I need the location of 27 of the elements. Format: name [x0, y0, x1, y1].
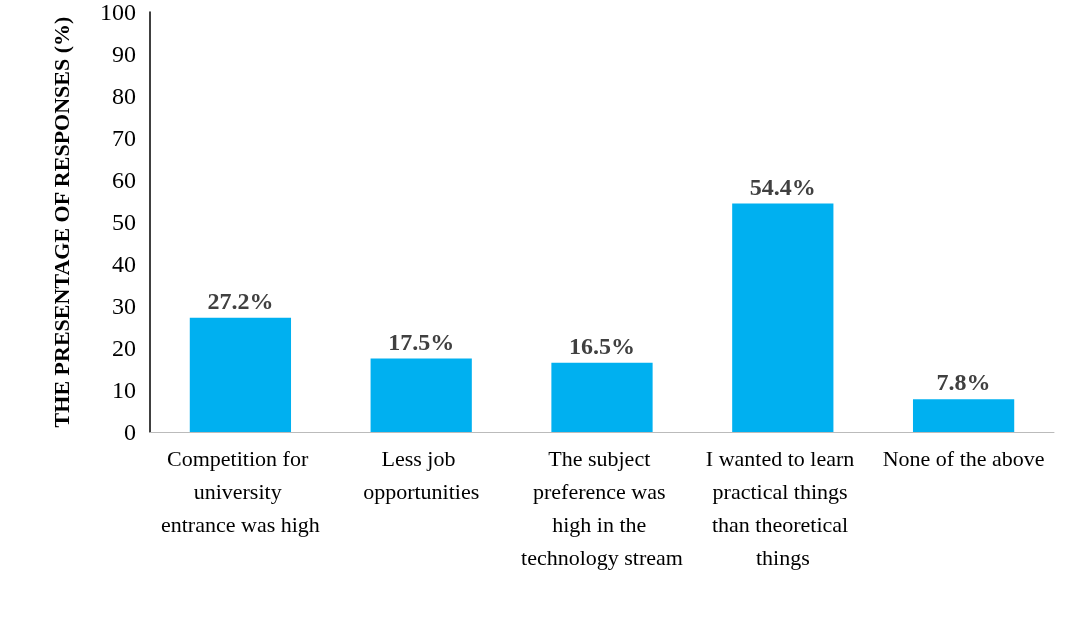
data-label: 7.8%	[936, 369, 991, 396]
y-tick-label: 100	[100, 0, 136, 25]
y-tick-label: 50	[112, 209, 136, 235]
y-tick-label: 30	[112, 293, 136, 319]
data-label: 27.2%	[207, 287, 274, 314]
y-tick-label: 90	[112, 41, 136, 67]
bar	[912, 399, 1015, 432]
y-axis-title: THE PRESENTAGE OF RESPONSES (%)	[48, 16, 74, 428]
x-tick-label: I wanted to learn practical things than theoretical things	[705, 446, 860, 570]
y-tick-label: 20	[112, 335, 136, 361]
data-label: 17.5%	[388, 328, 455, 355]
data-label: 16.5%	[569, 332, 635, 359]
y-tick-label: 10	[112, 377, 136, 403]
y-tick-label: 70	[112, 125, 136, 151]
bar	[551, 362, 653, 432]
bar	[370, 358, 472, 432]
bar	[189, 317, 292, 432]
x-tick-label: None of the above	[882, 446, 1045, 471]
data-label: 54.4%	[749, 173, 816, 200]
x-tick-label: Competition for university entrance was high	[160, 446, 320, 537]
y-tick-label: 0	[124, 419, 136, 445]
bar	[732, 203, 834, 432]
x-tick-label: Less job opportunities	[363, 446, 480, 504]
y-tick-label: 60	[112, 167, 136, 193]
y-tick-label: 80	[112, 83, 136, 109]
y-tick-label: 40	[112, 251, 136, 277]
x-tick-label: The subject preference was high in the technology stream	[521, 446, 683, 570]
